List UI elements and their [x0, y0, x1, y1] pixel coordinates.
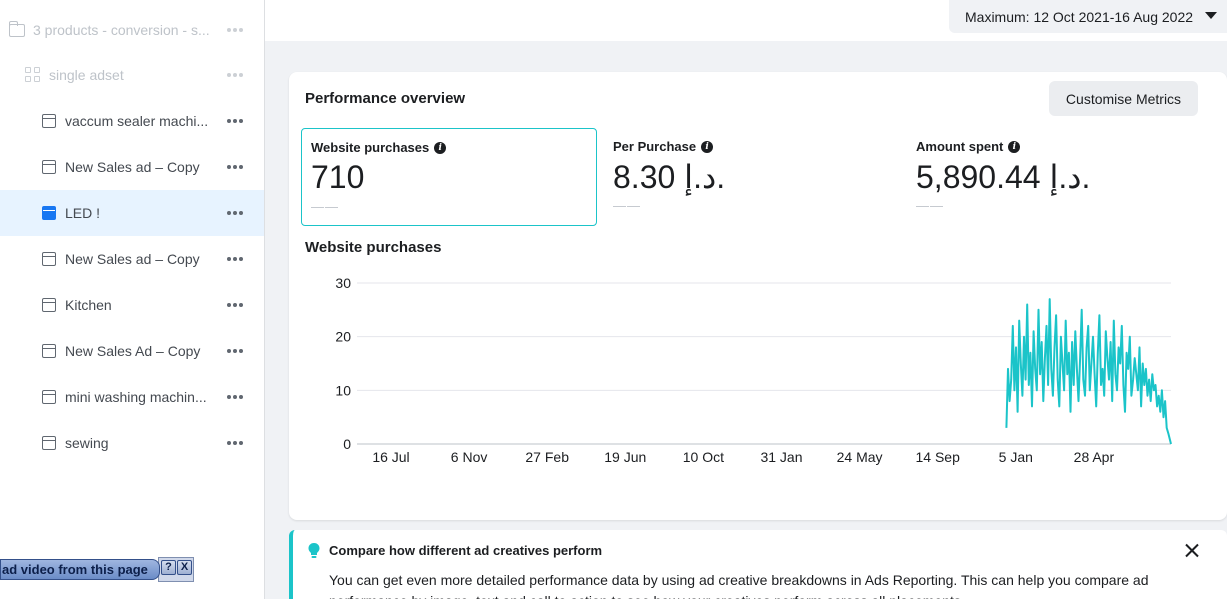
- adset-grid-icon: [25, 67, 41, 83]
- sidebar-item-label: single adset: [49, 67, 124, 83]
- sidebar-item-label: New Sales Ad – Copy: [65, 343, 201, 359]
- x-tick-label: 6 Nov: [451, 449, 488, 465]
- metric-amount-spent[interactable]: Amount spent i 5,890.44 د.إ. ——: [907, 128, 1203, 226]
- customise-metrics-button[interactable]: Customise Metrics: [1049, 81, 1198, 116]
- sidebar-item-ad[interactable]: vaccum sealer machi...: [0, 98, 264, 144]
- metric-comparison: ——: [613, 198, 641, 213]
- x-tick-label: 28 Apr: [1074, 449, 1115, 465]
- close-icon[interactable]: [1183, 542, 1201, 560]
- caret-down-icon: [1205, 12, 1217, 19]
- more-options-icon[interactable]: [224, 341, 246, 361]
- ad-icon: [42, 114, 56, 128]
- help-icon[interactable]: ?: [161, 560, 176, 575]
- close-icon[interactable]: X: [177, 560, 192, 575]
- more-options-icon[interactable]: [224, 295, 246, 315]
- website-purchases-chart: 0 10 20 30 16 Jul 6 Nov 27 Feb 19 Jun 10 Oct 31 J…: [335, 275, 1172, 465]
- sidebar-item-label: Kitchen: [65, 297, 112, 313]
- sidebar-item-label: mini washing machin...: [65, 389, 207, 405]
- ad-icon: [42, 160, 56, 174]
- sidebar-item-ad[interactable]: mini washing machin...: [0, 374, 264, 420]
- more-options-icon[interactable]: [224, 20, 246, 40]
- more-options-icon[interactable]: [224, 433, 246, 453]
- sidebar-item-label: vaccum sealer machi...: [65, 113, 209, 129]
- sidebar-item-label: sewing: [65, 435, 109, 451]
- x-tick-label: 14 Sep: [916, 449, 961, 465]
- sidebar-item-ad[interactable]: New Sales ad – Copy: [0, 144, 264, 190]
- ad-icon: [42, 436, 56, 450]
- sidebar-item-ad[interactable]: New Sales ad – Copy: [0, 236, 264, 282]
- metric-label: Amount spent i: [916, 139, 1021, 154]
- more-options-icon[interactable]: [224, 249, 246, 269]
- x-tick-label: 19 Jun: [604, 449, 646, 465]
- sidebar-item-ad[interactable]: sewing: [0, 420, 264, 466]
- chart-title: Website purchases: [305, 239, 442, 256]
- y-tick-label: 0: [343, 436, 351, 452]
- performance-overview-card: Performance overview Customise Metrics W…: [289, 72, 1227, 520]
- sidebar-item-ad[interactable]: Kitchen: [0, 282, 264, 328]
- metric-comparison: ——: [916, 198, 944, 213]
- lightbulb-icon: [308, 543, 320, 558]
- ad-icon: [42, 206, 56, 220]
- more-options-icon[interactable]: [224, 157, 246, 177]
- sidebar-item-ad[interactable]: LED !: [0, 190, 264, 236]
- metric-value: 5,890.44 د.إ.: [916, 159, 1091, 195]
- metric-label: Website purchases i: [311, 140, 447, 155]
- y-tick-label: 30: [335, 275, 351, 291]
- sidebar-item-label: LED !: [65, 205, 101, 221]
- sidebar-item-campaign[interactable]: 3 products - conversion - s...: [0, 7, 264, 53]
- ad-icon: [42, 252, 56, 266]
- metric-label: Per Purchase i: [613, 139, 714, 154]
- x-tick-label: 27 Feb: [525, 449, 569, 465]
- info-icon[interactable]: i: [701, 140, 714, 153]
- more-options-icon[interactable]: [224, 65, 246, 85]
- x-tick-label: 24 May: [837, 449, 883, 465]
- series-line: [1005, 298, 1172, 445]
- download-video-button[interactable]: ad video from this page: [0, 559, 160, 580]
- metric-label-text: Per Purchase: [613, 139, 697, 154]
- sidebar-item-label: New Sales ad – Copy: [65, 159, 200, 175]
- sidebar-item-label: New Sales ad – Copy: [65, 251, 200, 267]
- ad-icon: [42, 298, 56, 312]
- top-bar: Maximum: 12 Oct 2021-16 Aug 2022: [265, 0, 1227, 41]
- main-content: Maximum: 12 Oct 2021-16 Aug 2022 Perform…: [265, 0, 1227, 599]
- tip-title: Compare how different ad creatives perfo…: [329, 543, 603, 558]
- metric-per-purchase[interactable]: Per Purchase i 8.30 د.إ. ——: [604, 128, 900, 226]
- more-options-icon[interactable]: [224, 203, 246, 223]
- x-tick-label: 31 Jan: [760, 449, 802, 465]
- more-options-icon[interactable]: [224, 387, 246, 407]
- x-tick-label: 16 Jul: [372, 449, 409, 465]
- tip-banner: Compare how different ad creatives perfo…: [289, 530, 1227, 599]
- tip-body: You can get even more detailed performan…: [329, 572, 1149, 599]
- metric-label-text: Amount spent: [916, 139, 1004, 154]
- metric-value: 8.30 د.إ.: [613, 159, 726, 195]
- y-tick-label: 10: [335, 382, 351, 398]
- metric-website-purchases[interactable]: Website purchases i 710 ——: [301, 128, 597, 226]
- sidebar-item-ad[interactable]: New Sales Ad – Copy: [0, 328, 264, 374]
- sidebar-item-label: 3 products - conversion - s...: [33, 22, 210, 38]
- date-range-label: Maximum: 12 Oct 2021-16 Aug 2022: [965, 8, 1194, 25]
- info-icon[interactable]: i: [434, 141, 447, 154]
- metric-value: 710: [311, 159, 365, 195]
- more-options-icon[interactable]: [224, 111, 246, 131]
- metric-comparison: ——: [311, 199, 339, 214]
- ad-icon: [42, 344, 56, 358]
- date-range-picker[interactable]: Maximum: 12 Oct 2021-16 Aug 2022: [949, 0, 1227, 33]
- card-title: Performance overview: [305, 90, 466, 107]
- ad-icon: [42, 390, 56, 404]
- sidebar-item-adset[interactable]: single adset: [0, 52, 264, 98]
- x-tick-label: 10 Oct: [683, 449, 724, 465]
- y-tick-label: 20: [335, 329, 351, 345]
- x-tick-label: 5 Jan: [999, 449, 1033, 465]
- metric-label-text: Website purchases: [311, 140, 430, 155]
- info-icon[interactable]: i: [1008, 140, 1021, 153]
- folder-icon: [8, 21, 25, 37]
- sidebar: 3 products - conversion - s... single ad…: [0, 0, 265, 599]
